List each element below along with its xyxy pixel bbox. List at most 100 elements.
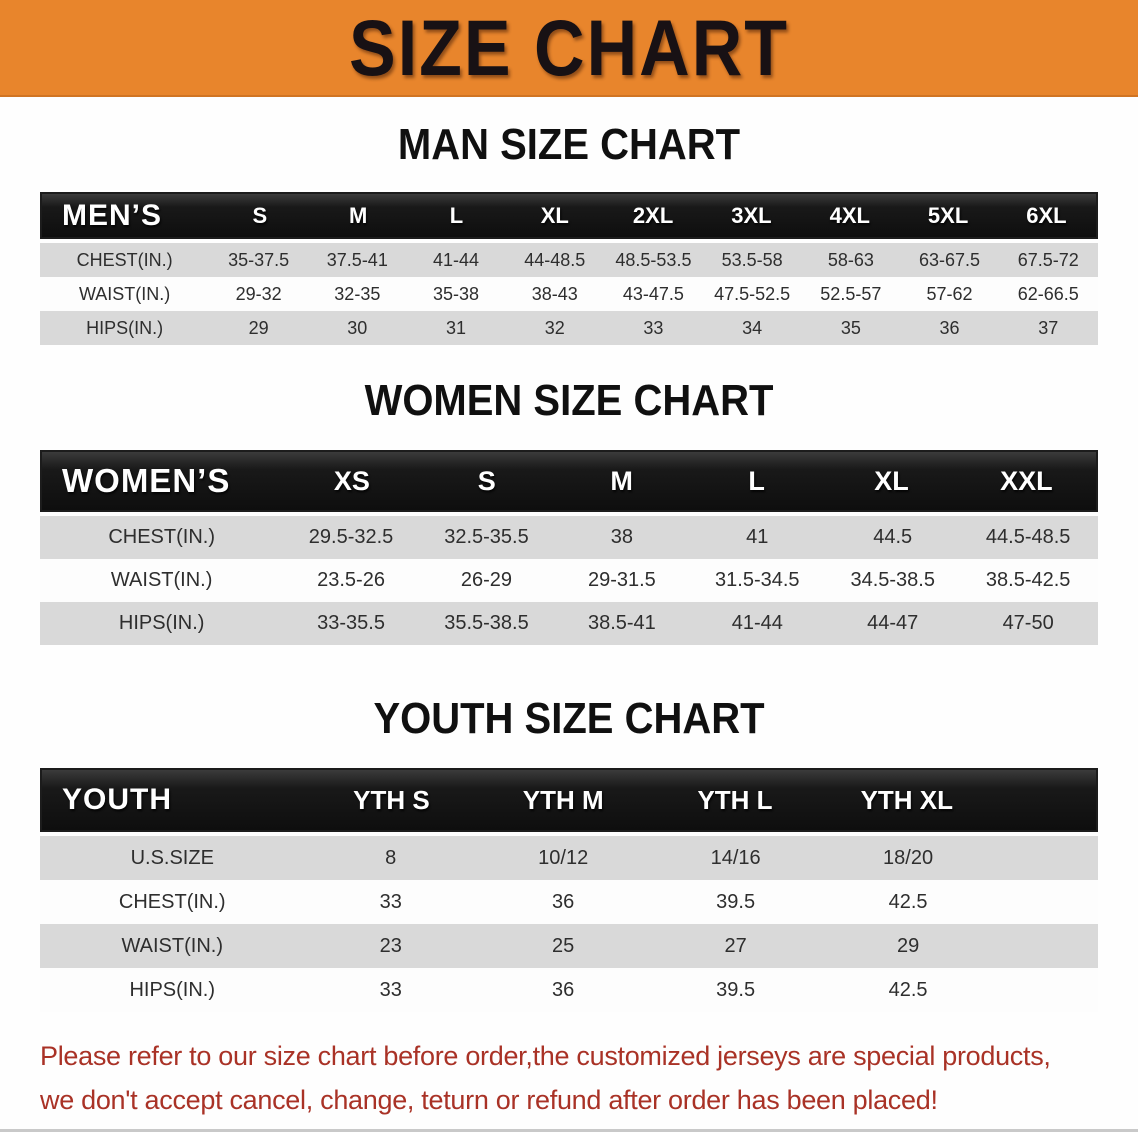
table-row: HIPS(IN.) 33-35.5 35.5-38.5 38.5-41 41-44 44-… xyxy=(40,602,1098,645)
value-cell: 33-35.5 xyxy=(317,612,385,634)
size-header-cell: XS xyxy=(333,465,370,496)
youth-size-section: YOUTH SIZE CHART YOUTH YTH S YTH M YTH L YTH… xyxy=(0,695,1138,1012)
measure-label-cell: WAIST(IN.) xyxy=(78,283,171,304)
table-title-cell: YOUTH xyxy=(62,783,172,816)
value-cell: 29-31.5 xyxy=(587,569,656,591)
value-cell: 27 xyxy=(724,934,747,957)
measure-label-cell: U.S.SIZE xyxy=(130,846,214,869)
table-header-row: YOUTH YTH S YTH M YTH L YTH XL xyxy=(40,768,1098,832)
value-cell: 31 xyxy=(446,317,467,338)
table-title-cell: MEN’S xyxy=(62,198,163,232)
value-cell: 33 xyxy=(379,890,402,913)
value-cell: 32 xyxy=(544,317,565,338)
women-size-table: WOMEN’S XS S M L XL XXL CHEST(IN.) 29.5-32.5 32.5… xyxy=(40,450,1098,645)
table-title-cell: WOMEN’S xyxy=(62,462,231,499)
table-row: HIPS(IN.) 33 36 39.5 42.5 xyxy=(40,968,1098,1012)
size-header-cell: 5XL xyxy=(927,202,969,228)
value-cell: 38-43 xyxy=(531,283,578,304)
size-header-cell: L xyxy=(449,202,464,228)
value-cell: 41-44 xyxy=(433,249,480,270)
value-cell: 38.5-42.5 xyxy=(985,569,1071,591)
measure-label-cell: WAIST(IN.) xyxy=(110,569,213,591)
value-cell: 18/20 xyxy=(883,846,934,869)
size-header-cell: 4XL xyxy=(829,202,870,228)
section-title-text: MAN SIZE CHART xyxy=(397,121,741,169)
table-row: CHEST(IN.) 29.5-32.5 32.5-35.5 38 41 44.5 44.5… xyxy=(40,516,1098,559)
disclaimer-line: we don't accept cancel, change, teturn o… xyxy=(40,1085,938,1115)
value-cell: 35-37.5 xyxy=(228,249,290,270)
page-title: SIZE CHART xyxy=(349,3,789,92)
value-cell: 35.5-38.5 xyxy=(444,612,529,634)
value-cell: 48.5-53.5 xyxy=(615,249,692,270)
value-cell: 41 xyxy=(746,526,769,548)
table-row: CHEST(IN.) 35-37.5 37.5-41 41-44 44-48.5 48.5… xyxy=(40,243,1098,277)
man-section-heading: MAN SIZE CHART xyxy=(0,121,1138,169)
value-cell: 29-32 xyxy=(235,283,282,304)
measure-label-cell: HIPS(IN.) xyxy=(118,612,205,634)
size-header-cell: YTH M xyxy=(522,784,604,815)
value-cell: 31.5-34.5 xyxy=(715,569,800,591)
value-cell: 57-62 xyxy=(926,283,973,304)
men-size-table: MEN’S S M L XL 2XL 3XL 4XL 5XL 6XL CHEST(IN.) 35-37… xyxy=(40,192,1098,345)
size-header-cell: L xyxy=(748,465,765,496)
table-row: WAIST(IN.) 29-32 32-35 35-38 38-43 43-47.5 47.… xyxy=(40,277,1098,311)
banner: SIZE CHART xyxy=(0,0,1138,97)
value-cell: 25 xyxy=(552,934,575,957)
value-cell: 14/16 xyxy=(710,846,761,869)
value-cell: 10/12 xyxy=(538,846,589,869)
value-cell: 39.5 xyxy=(716,978,756,1001)
value-cell: 33 xyxy=(379,978,402,1001)
size-header-cell: XL xyxy=(874,465,909,496)
measure-label-cell: CHEST(IN.) xyxy=(118,890,226,913)
measure-label-cell: CHEST(IN.) xyxy=(108,526,215,548)
value-cell: 44.5 xyxy=(873,526,913,548)
table-row: U.S.SIZE 8 10/12 14/16 18/20 xyxy=(40,836,1098,880)
youth-size-table: YOUTH YTH S YTH M YTH L YTH XL U.S.SIZE 8 10/12… xyxy=(40,768,1098,1012)
table-row: WAIST(IN.) 23 25 27 29 xyxy=(40,924,1098,968)
value-cell: 42.5 xyxy=(888,978,928,1001)
size-header-cell: 2XL xyxy=(632,202,674,228)
value-cell: 32-35 xyxy=(334,283,381,304)
size-header-cell: YTH S xyxy=(353,784,430,815)
section-title-text: YOUTH SIZE CHART xyxy=(373,695,765,743)
value-cell: 39.5 xyxy=(716,890,756,913)
size-header-cell: XL xyxy=(540,202,569,228)
value-cell: 52.5-57 xyxy=(820,283,882,304)
table-header-row: WOMEN’S XS S M L XL XXL xyxy=(40,450,1098,512)
measure-label-cell: HIPS(IN.) xyxy=(129,978,216,1001)
size-header-cell: XXL xyxy=(1000,465,1053,496)
youth-section-heading: YOUTH SIZE CHART xyxy=(0,695,1138,743)
value-cell: 44-48.5 xyxy=(524,249,586,270)
value-cell: 36 xyxy=(552,890,575,913)
value-cell: 29 xyxy=(248,317,269,338)
value-cell: 62-66.5 xyxy=(1017,283,1079,304)
section-title-text: WOMEN SIZE CHART xyxy=(364,377,774,425)
man-size-section: MAN SIZE CHART MEN’S S M L XL 2XL 3XL 4XL 5XL 6XL… xyxy=(0,121,1138,345)
value-cell: 47-50 xyxy=(1002,612,1054,634)
value-cell: 44.5-48.5 xyxy=(985,526,1071,548)
value-cell: 35-38 xyxy=(433,283,480,304)
value-cell: 37.5-41 xyxy=(326,249,388,270)
value-cell: 47.5-52.5 xyxy=(714,283,791,304)
value-cell: 34 xyxy=(742,317,763,338)
value-cell: 23 xyxy=(379,934,402,957)
value-cell: 35 xyxy=(840,317,861,338)
value-cell: 36 xyxy=(552,978,575,1001)
value-cell: 44-47 xyxy=(867,612,919,634)
disclaimer: Please refer to our size chart before or… xyxy=(40,1034,1098,1122)
size-header-cell: S xyxy=(252,202,268,228)
value-cell: 42.5 xyxy=(888,890,928,913)
value-cell: 30 xyxy=(347,317,368,338)
value-cell: 23.5-26 xyxy=(317,569,385,591)
value-cell: 37 xyxy=(1038,317,1059,338)
measure-label-cell: WAIST(IN.) xyxy=(121,934,223,957)
value-cell: 8 xyxy=(385,846,397,869)
size-header-cell: 6XL xyxy=(1026,202,1067,228)
measure-label-cell: CHEST(IN.) xyxy=(76,249,173,270)
table-row: WAIST(IN.) 23.5-26 26-29 29-31.5 31.5-34.5 34… xyxy=(40,559,1098,602)
value-cell: 29.5-32.5 xyxy=(308,526,394,548)
size-header-cell: YTH XL xyxy=(860,784,954,815)
value-cell: 32.5-35.5 xyxy=(444,526,529,548)
value-cell: 26-29 xyxy=(460,569,513,591)
